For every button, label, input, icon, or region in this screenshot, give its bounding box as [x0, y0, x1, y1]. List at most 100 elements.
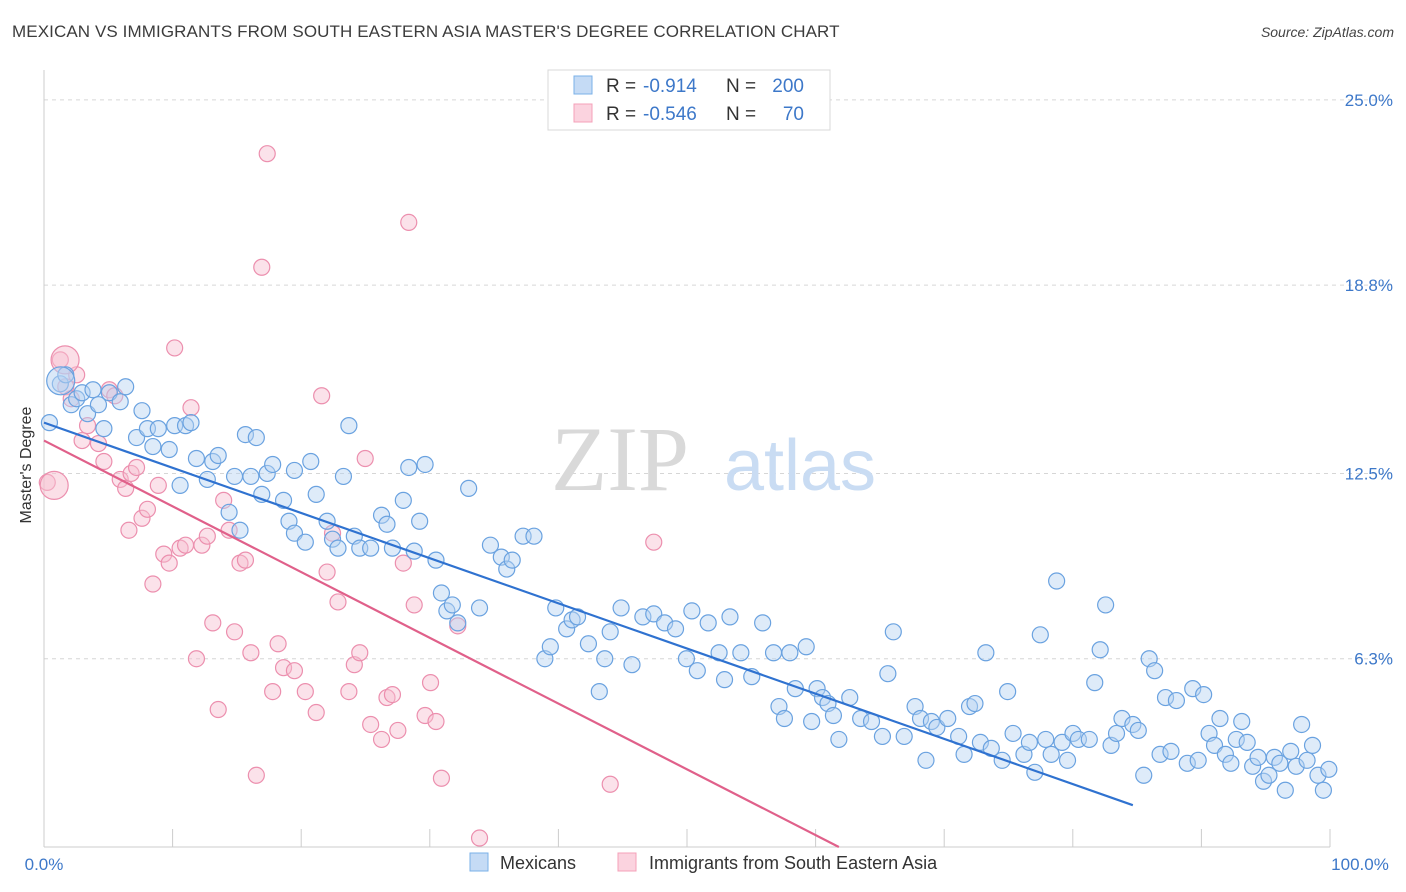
- mexicans-point-149: [1107, 724, 1126, 743]
- mexicans-point-118: [911, 709, 930, 728]
- mexicans-point-144: [1080, 730, 1098, 749]
- mexicans-point-12: [117, 378, 135, 396]
- mexicans-point-50: [362, 539, 380, 557]
- immigrants-point-44: [296, 682, 314, 701]
- legend-swatch-mexicans: [573, 75, 593, 95]
- mexicans-point-162: [1189, 751, 1207, 769]
- mexicans-point-155: [1146, 662, 1164, 680]
- mexicans-point-60: [432, 584, 451, 602]
- immigrants-point-20: [155, 545, 173, 563]
- immigrants-point-68: [601, 775, 619, 793]
- chart-title: MEXICAN VS IMMIGRANTS FROM SOUTH EASTERN…: [12, 22, 840, 41]
- mexicans-point-11: [111, 393, 129, 411]
- mexicans-point-14: [133, 402, 151, 420]
- bottom-legend-label-mexicans: Mexicans: [500, 853, 576, 873]
- mexicans-point-109: [830, 730, 848, 749]
- mexicans-point-152: [1129, 721, 1147, 740]
- mexicans-point-18: [160, 440, 178, 459]
- mexicans-point-113: [873, 727, 892, 746]
- y-tick-label-2: 18.8%: [1345, 276, 1393, 295]
- mexicans-point-5: [73, 384, 91, 402]
- immigrants-point-56: [378, 688, 396, 707]
- immigrants-point-29: [204, 614, 222, 632]
- mexicans-point-47: [340, 417, 358, 435]
- immigrants-point-65: [432, 769, 451, 787]
- immigrants-point-22: [166, 339, 184, 357]
- mexicans-point-91: [699, 614, 717, 632]
- mexicans-point-127: [971, 733, 990, 752]
- mexicans-point-180: [1287, 757, 1305, 775]
- y-axis-label: Master's Degree: [18, 406, 35, 523]
- mexicans-point-8: [89, 396, 108, 414]
- mexicans-point-116: [895, 727, 913, 746]
- immigrants-point-37: [247, 766, 265, 784]
- mexicans-point-115: [884, 623, 902, 641]
- mexicans-point-30: [236, 425, 255, 444]
- mexicans-point-7: [84, 381, 102, 399]
- mexicans-point-166: [1211, 709, 1229, 728]
- legend-swatch-immigrants: [573, 103, 593, 123]
- immigrants-point-59: [394, 554, 412, 572]
- mexicans-point-114: [879, 665, 897, 683]
- mexicans-point-51: [372, 506, 391, 524]
- mexicans-point-172: [1244, 757, 1262, 775]
- immigrants-point-53: [356, 449, 374, 468]
- immigrants-point-33: [225, 623, 244, 641]
- immigrants-point-67: [470, 829, 489, 847]
- immigrants-point-16: [133, 509, 151, 527]
- mexicans-point-66: [481, 536, 500, 554]
- mexicans-point-136: [1031, 626, 1049, 644]
- immigrants-point-63: [421, 674, 440, 692]
- mexicans-point-86: [656, 614, 674, 632]
- legend-r-value-1: -0.914: [643, 76, 697, 97]
- mexicans-point-160: [1178, 754, 1196, 772]
- mexicans-point-69: [503, 551, 521, 569]
- mexicans-point-78: [579, 635, 598, 653]
- legend-box: [547, 69, 831, 131]
- mexicans-point-35: [264, 455, 282, 474]
- immigrants-point-58: [389, 721, 407, 740]
- mexicans-point-173: [1249, 748, 1267, 766]
- mexicans-point-145: [1086, 674, 1104, 692]
- immigrants-point-50: [340, 682, 358, 701]
- immigrants-point-62: [416, 706, 434, 725]
- mexicans-point-158: [1162, 742, 1180, 760]
- mexicans-point-134: [1020, 733, 1039, 752]
- mexicans-point-98: [764, 644, 783, 662]
- mexicans-point-39: [285, 461, 304, 480]
- mexicans-point-104: [803, 712, 821, 731]
- legend-n-value-2: 70: [783, 104, 804, 125]
- mexicans-point-139: [1048, 572, 1066, 590]
- x-tick-label-min: 0.0%: [25, 855, 64, 874]
- mexicans-point-186: [1320, 760, 1338, 778]
- immigrants-point-8: [95, 452, 113, 471]
- mexicans-point-128: [977, 644, 995, 662]
- mexicans-point-75: [558, 620, 576, 638]
- mexicans-point-108: [824, 706, 843, 725]
- immigrants-point-64: [427, 712, 445, 731]
- immigrants-point-46: [313, 387, 331, 405]
- mexicans-point-31: [242, 467, 260, 486]
- mexicans-point-28: [225, 467, 244, 486]
- mexicans-point-103: [797, 638, 815, 656]
- mexicans-point-163: [1195, 685, 1213, 704]
- immigrants-point-24: [176, 536, 195, 554]
- mexicans-point-175: [1260, 766, 1278, 784]
- legend-n-value-1: 200: [772, 76, 804, 97]
- bottom-legend-swatch-immigrants: [617, 852, 637, 872]
- mexicans-point-52: [378, 515, 396, 533]
- mexicans-trend-line: [43, 421, 1134, 807]
- immigrants-point-42: [274, 659, 293, 677]
- immigrants-point-45: [307, 703, 325, 722]
- legend-r-label-2: R =: [606, 104, 636, 125]
- mexicans-point-89: [683, 602, 701, 620]
- mexicans-point-54: [394, 491, 412, 509]
- immigrants-point-47: [318, 563, 336, 581]
- mexicans-point-41: [302, 452, 320, 471]
- mexicans-point-138: [1042, 745, 1060, 763]
- mexicans-point-27: [220, 503, 238, 521]
- immigrants-point-38: [253, 258, 271, 276]
- mexicans-point-29: [231, 521, 249, 539]
- mexicans-point-177: [1271, 754, 1289, 772]
